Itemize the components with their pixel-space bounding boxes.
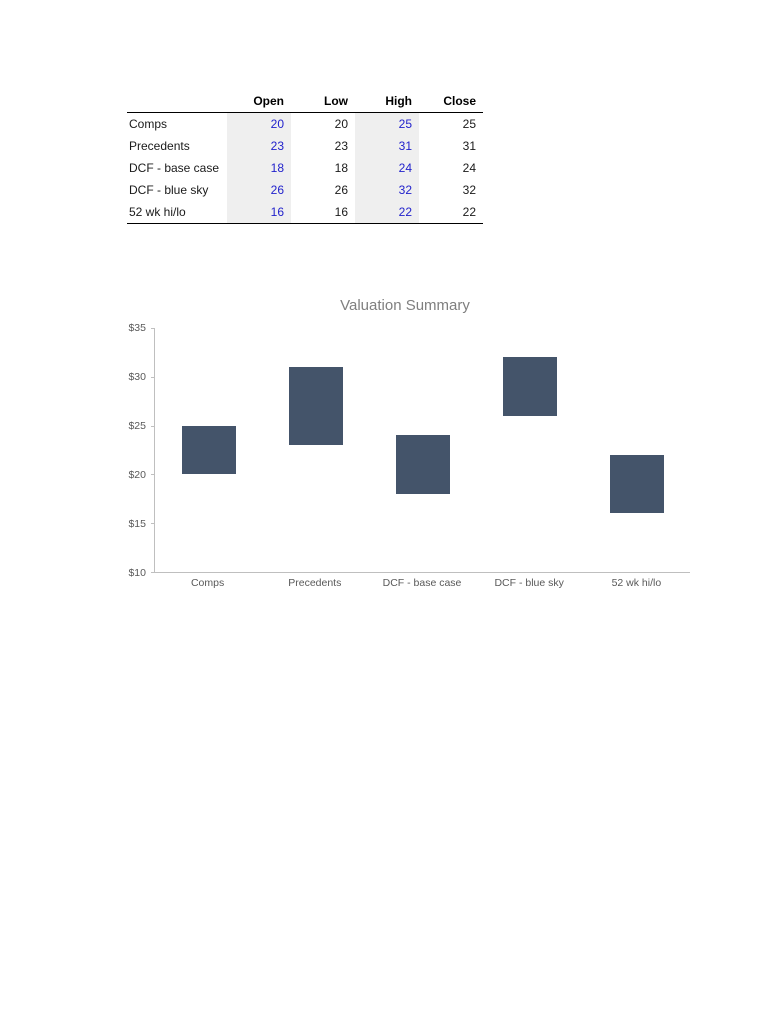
table-row: Comps 20 20 25 25 <box>127 112 483 135</box>
chart-y-axis: $10 $15 $20 $25 $30 $35 <box>118 322 150 579</box>
y-axis-tick-mark <box>151 474 155 476</box>
y-axis-tick-mark <box>151 523 155 525</box>
column-header-blank <box>127 90 227 113</box>
row-label: DCF - blue sky <box>129 183 209 197</box>
y-axis-tick-label: $10 <box>128 567 146 579</box>
chart-x-axis: Comps Precedents DCF - base case DCF - blue… <box>154 573 690 591</box>
y-axis-tick-label: $35 <box>128 322 146 334</box>
cell-close: 22 <box>419 201 483 224</box>
range-bar <box>609 454 664 514</box>
cell-high: 32 <box>355 179 419 201</box>
x-axis-category-label: Precedents <box>288 577 342 589</box>
cell-close: 31 <box>462 139 476 153</box>
cell-open: 16 <box>227 201 291 224</box>
cell-open: 18 <box>227 157 291 179</box>
row-label: 52 wk hi/lo <box>127 201 227 224</box>
y-axis-tick-label: $15 <box>128 518 146 530</box>
x-axis-category-label: 52 wk hi/lo <box>611 577 662 589</box>
x-axis-category-label: DCF - blue sky <box>494 577 564 589</box>
table-row: 52 wk hi/lo 16 16 22 22 <box>127 201 483 224</box>
cell-open: 26 <box>227 179 291 201</box>
cell-low: 23 <box>334 139 348 153</box>
cell-high: 22 <box>355 201 419 224</box>
cell-open: 20 <box>227 112 291 135</box>
column-header-low: Low <box>291 90 355 113</box>
valuation-table: Open Low High Close Comps 20 20 25 25 Pr… <box>127 90 483 224</box>
y-axis-tick-mark <box>151 572 155 573</box>
table-row: Precedents 23 23 31 31 <box>127 135 483 157</box>
cell-low: 16 <box>291 201 355 224</box>
y-axis-tick-mark <box>151 328 155 329</box>
table-header-row: Open Low High Close <box>127 90 483 113</box>
cell-low: 18 <box>334 161 348 175</box>
cell-high: 31 <box>355 135 419 157</box>
cell-close: 25 <box>462 117 476 131</box>
x-axis-category-label: DCF - base case <box>382 577 462 589</box>
y-axis-tick-label: $20 <box>128 469 146 481</box>
table-row: DCF - blue sky 26 26 32 32 <box>127 179 483 201</box>
cell-low: 20 <box>334 117 348 131</box>
y-axis-tick-mark <box>151 376 155 378</box>
row-label: Comps <box>129 117 168 131</box>
valuation-chart: Valuation Summary $10 $15 $20 $25 $30 $35 Com… <box>120 297 690 589</box>
cell-close: 32 <box>462 183 476 197</box>
range-bar <box>288 367 343 446</box>
table-row: DCF - base case 18 18 24 24 <box>127 157 483 179</box>
cell-open: 23 <box>227 135 291 157</box>
column-header-open: Open <box>227 90 291 113</box>
y-axis-tick-label: $25 <box>128 420 146 432</box>
y-axis-tick-mark <box>151 425 155 427</box>
chart-plot-wrap: $10 $15 $20 $25 $30 $35 Comps Precedents DCF - … <box>128 322 690 589</box>
chart-plot <box>151 328 690 573</box>
cell-high: 24 <box>355 157 419 179</box>
range-bar <box>395 435 450 494</box>
row-label: Precedents <box>129 139 190 153</box>
y-axis-tick-label: $30 <box>128 371 146 383</box>
range-bar <box>181 425 236 475</box>
chart-title: Valuation Summary <box>340 297 470 314</box>
cell-low: 26 <box>334 183 348 197</box>
row-label: DCF - base case <box>129 161 220 175</box>
column-header-close: Close <box>419 90 483 113</box>
column-header-high: High <box>355 90 419 113</box>
cell-close: 24 <box>462 161 476 175</box>
cell-high: 25 <box>355 112 419 135</box>
range-bar <box>502 357 557 416</box>
x-axis-category-label: Comps <box>190 577 225 589</box>
